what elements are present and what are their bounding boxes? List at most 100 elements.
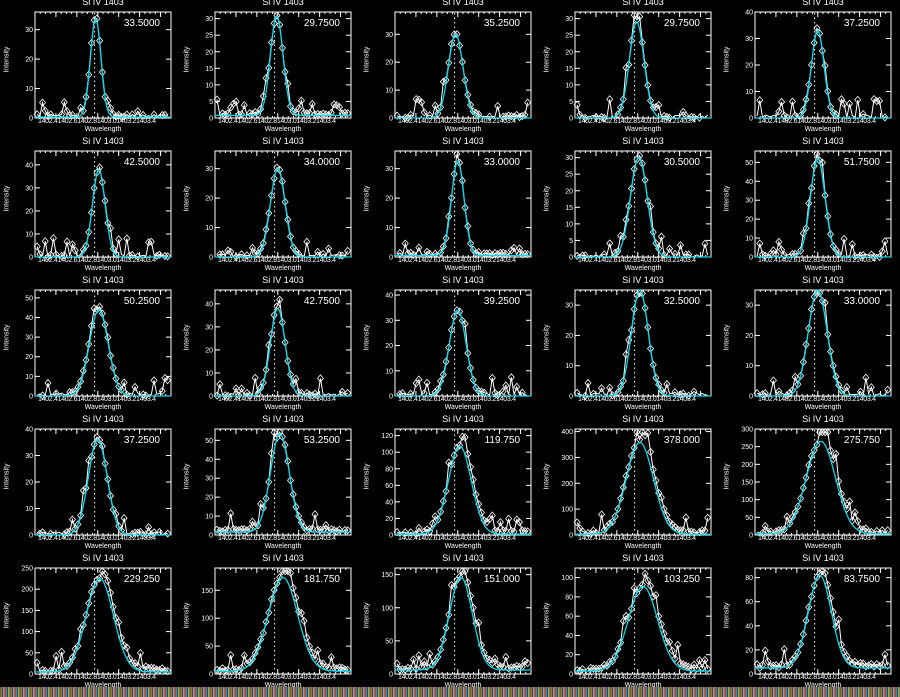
spectrum-plot: 0 10 20 30 bbox=[385, 11, 532, 123]
spectrum-panel: 0 50 100 150 Si IV 1403 151.000 Intensity 1402.… bbox=[360, 553, 540, 696]
spectrum-panel: 0 20 40 60 80 100 Si IV 1403 103.250 Intensity 14… bbox=[540, 553, 720, 696]
x-tick-labels: 1402.41402.61402.81403.01403.21403.4 bbox=[578, 535, 696, 542]
panel-title: Si IV 1403 bbox=[622, 553, 664, 563]
x-axis-label: Wavelength bbox=[804, 682, 842, 689]
peak-value: 103.250 bbox=[663, 574, 700, 585]
peak-value: 32.5000 bbox=[663, 296, 700, 307]
y-axis-label: Intensity bbox=[3, 463, 11, 490]
svg-text:10: 10 bbox=[385, 88, 393, 95]
spectrum-plot: 0 10 20 30 40 bbox=[385, 289, 532, 401]
spectrum-plot: 0 50 100 150 200 250 bbox=[21, 566, 172, 679]
svg-text:30: 30 bbox=[385, 166, 393, 173]
x-tick-labels: 1402.41402.61402.81403.01403.21403.4 bbox=[218, 118, 336, 125]
x-tick-labels: 1402.41402.61402.81403.01403.21403.4 bbox=[398, 257, 516, 264]
panel-title: Si IV 1403 bbox=[622, 0, 664, 7]
svg-text:120: 120 bbox=[381, 433, 393, 440]
peak-value: 181.750 bbox=[303, 574, 340, 585]
svg-text:0: 0 bbox=[749, 533, 753, 540]
svg-text:0: 0 bbox=[389, 116, 393, 123]
panel-title: Si IV 1403 bbox=[82, 414, 124, 424]
svg-text:400: 400 bbox=[561, 429, 573, 436]
svg-text:100: 100 bbox=[561, 575, 573, 582]
x-tick-labels: 1402.41402.61402.81403.01403.21403.4 bbox=[38, 396, 156, 403]
spectrum-plot: 0 20 40 60 80 100 bbox=[561, 567, 712, 679]
x-tick-labels: 1402.41402.61402.81403.01403.21403.4 bbox=[398, 674, 516, 681]
spectrum-plot: 0 10 20 30 bbox=[745, 289, 892, 401]
svg-text:150: 150 bbox=[381, 572, 393, 579]
x-tick-labels: 1402.41402.61402.81403.01403.21403.4 bbox=[578, 118, 696, 125]
panel-title: Si IV 1403 bbox=[442, 136, 484, 146]
svg-text:20: 20 bbox=[745, 63, 753, 70]
svg-text:0: 0 bbox=[209, 533, 213, 540]
svg-text:20: 20 bbox=[385, 343, 393, 350]
svg-text:30: 30 bbox=[565, 155, 573, 162]
spectrum-plot: 0 10 20 30 40 bbox=[205, 289, 352, 401]
panel-title: Si IV 1403 bbox=[262, 136, 304, 146]
svg-text:40: 40 bbox=[385, 499, 393, 506]
x-tick-labels: 1402.41402.61402.81403.01403.21403.4 bbox=[578, 396, 696, 403]
svg-text:0: 0 bbox=[569, 116, 573, 123]
svg-text:20: 20 bbox=[745, 333, 753, 340]
y-axis-label: Intensity bbox=[723, 602, 731, 629]
x-axis-label: Wavelength bbox=[624, 543, 662, 550]
spectrum-panel: 0 10 20 30 40 Si IV 1403 37.2500 Intensity 1402.… bbox=[0, 414, 180, 557]
svg-text:200: 200 bbox=[741, 462, 753, 469]
svg-text:40: 40 bbox=[745, 10, 753, 17]
svg-text:30: 30 bbox=[745, 303, 753, 310]
y-axis-label: Intensity bbox=[723, 324, 731, 351]
spectrum-panel: 0 50 100 150 200 250 Si IV 1403 229.250 Intensit… bbox=[0, 553, 180, 696]
panel-title: Si IV 1403 bbox=[442, 414, 484, 424]
svg-text:15: 15 bbox=[565, 66, 573, 73]
svg-text:5: 5 bbox=[569, 238, 573, 245]
peak-value: 42.5000 bbox=[123, 157, 160, 168]
peak-value: 33.0000 bbox=[843, 296, 880, 307]
x-axis-label: Wavelength bbox=[84, 265, 122, 272]
x-axis-label: Wavelength bbox=[264, 682, 302, 689]
svg-text:20: 20 bbox=[205, 49, 213, 56]
x-axis-label: Wavelength bbox=[804, 543, 842, 550]
peak-value: 37.2500 bbox=[843, 18, 880, 29]
spectrum-panel: 0 10 20 30 40 Si IV 1403 42.5000 Intensity 1402.… bbox=[0, 136, 180, 279]
svg-text:0: 0 bbox=[209, 394, 213, 401]
spectrum-plot: 0 10 20 30 40 50 bbox=[745, 150, 892, 262]
svg-text:0: 0 bbox=[569, 394, 573, 401]
peak-value: 35.2500 bbox=[483, 18, 520, 29]
svg-text:10: 10 bbox=[205, 514, 213, 521]
spectrum-plot: 0 50 100 150 200 250 300 bbox=[741, 427, 892, 540]
svg-text:80: 80 bbox=[565, 594, 573, 601]
svg-text:40: 40 bbox=[25, 427, 33, 434]
spectrum-panel: 0 10 20 30 Si IV 1403 32.5000 Intensity 1402.41… bbox=[540, 275, 720, 418]
spectrum-panel: 0 5 10 15 20 25 30 Si IV 1403 29.7500 Intensity 14… bbox=[540, 0, 720, 140]
y-axis-label: Intensity bbox=[543, 185, 551, 212]
svg-text:40: 40 bbox=[745, 179, 753, 186]
svg-text:50: 50 bbox=[745, 515, 753, 522]
svg-text:10: 10 bbox=[205, 82, 213, 89]
svg-text:0: 0 bbox=[569, 255, 573, 262]
svg-text:20: 20 bbox=[385, 60, 393, 67]
y-axis-label: Intensity bbox=[543, 602, 551, 629]
svg-text:50: 50 bbox=[205, 438, 213, 445]
svg-text:30: 30 bbox=[565, 16, 573, 23]
svg-text:40: 40 bbox=[25, 162, 33, 169]
x-tick-labels: 1402.41402.61402.81403.01403.21403.4 bbox=[578, 257, 696, 264]
svg-text:20: 20 bbox=[745, 647, 753, 654]
svg-text:0: 0 bbox=[209, 672, 213, 679]
svg-text:15: 15 bbox=[205, 66, 213, 73]
panel-title: Si IV 1403 bbox=[802, 0, 844, 7]
svg-text:20: 20 bbox=[565, 188, 573, 195]
svg-text:100: 100 bbox=[381, 450, 393, 457]
svg-text:30: 30 bbox=[205, 166, 213, 173]
x-axis-label: Wavelength bbox=[264, 126, 302, 133]
panel-title: Si IV 1403 bbox=[802, 553, 844, 563]
x-tick-labels: 1402.41402.61402.81403.01403.21403.4 bbox=[38, 535, 156, 542]
panel-title: Si IV 1403 bbox=[802, 275, 844, 285]
svg-text:20: 20 bbox=[385, 196, 393, 203]
spectrum-plot: 0 10 20 30 bbox=[25, 11, 172, 123]
svg-text:200: 200 bbox=[561, 481, 573, 488]
x-tick-labels: 1402.41402.61402.81403.01403.21403.4 bbox=[218, 535, 336, 542]
svg-text:10: 10 bbox=[385, 225, 393, 232]
svg-text:0: 0 bbox=[389, 394, 393, 401]
peak-value: 42.7500 bbox=[303, 296, 340, 307]
svg-text:20: 20 bbox=[25, 354, 33, 361]
peak-value: 39.2500 bbox=[483, 296, 520, 307]
